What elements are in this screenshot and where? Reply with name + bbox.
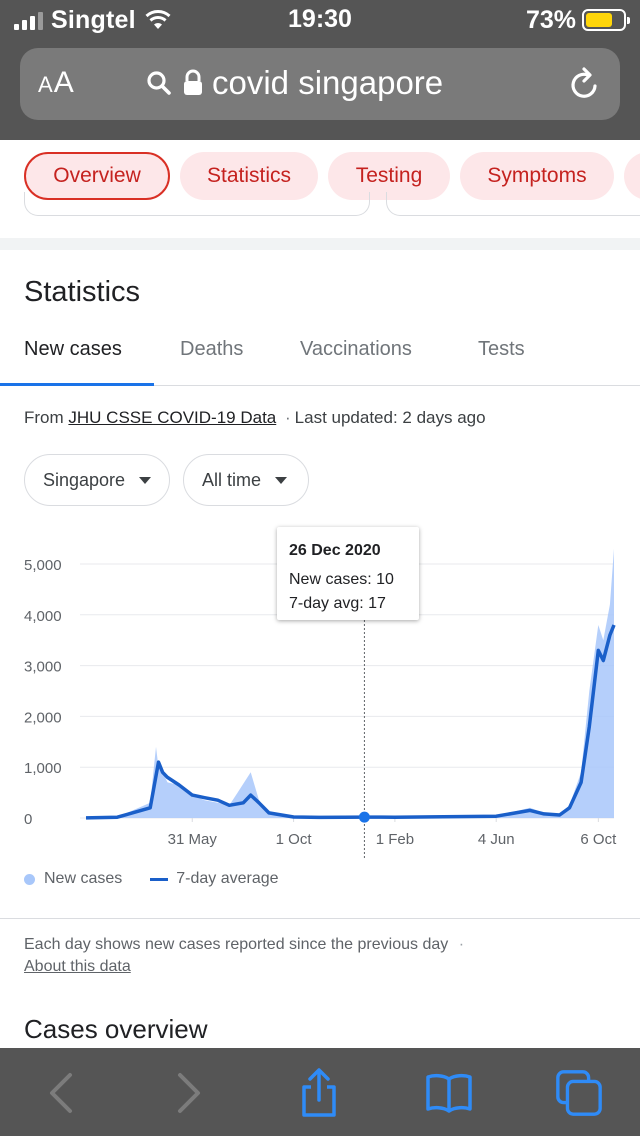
- x-tick-label: 4 Jun: [478, 831, 515, 848]
- url-display[interactable]: covid singapore: [146, 64, 443, 102]
- y-tick-label: 4,000: [24, 608, 62, 625]
- browser-toolbar: [0, 1048, 640, 1136]
- status-right: 73%: [525, 5, 630, 34]
- last-updated: Last updated: 2 days ago: [294, 408, 486, 427]
- chevron-left-icon: [50, 1073, 72, 1113]
- chip-symptoms[interactable]: Symptoms: [460, 152, 614, 200]
- tab-new-cases[interactable]: New cases: [24, 338, 122, 360]
- back-button[interactable]: [36, 1068, 86, 1118]
- chevron-down-icon: [275, 476, 288, 484]
- region-dropdown[interactable]: Singapore: [24, 454, 170, 506]
- tab-deaths[interactable]: Deaths: [180, 338, 244, 360]
- tab-tests[interactable]: Tests: [478, 338, 525, 360]
- statistics-heading: Statistics: [24, 276, 141, 308]
- y-tick-label: 0: [24, 811, 32, 828]
- source-prefix: From: [24, 408, 64, 427]
- url-text: covid singapore: [212, 64, 444, 101]
- x-tick-label: 6 Oct: [580, 831, 617, 848]
- chart-svg[interactable]: 0 1,000 2,000 3,000 4,000 5,000 31 May 1 Oct 1 F…: [0, 520, 640, 880]
- tabs-button[interactable]: [554, 1068, 604, 1118]
- x-tick-label: 1 Oct: [276, 831, 313, 848]
- lock-icon: [184, 69, 202, 95]
- chip-more[interactable]: [624, 152, 640, 200]
- scrolled-cards-edge: [0, 192, 640, 220]
- tabs-icon: [556, 1070, 602, 1116]
- status-left: Singtel: [14, 6, 172, 34]
- range-dropdown[interactable]: All time: [183, 454, 309, 506]
- card-edge-left: [24, 192, 370, 216]
- bookmarks-button[interactable]: [424, 1068, 474, 1118]
- battery-icon: [582, 9, 630, 31]
- data-source-line: From JHU CSSE COVID-19 Data · Last update…: [24, 408, 486, 428]
- chip-statistics[interactable]: Statistics: [180, 152, 318, 200]
- card-edge-right: [386, 192, 640, 216]
- note-text: Each day shows new cases reported since …: [24, 936, 449, 953]
- status-time: 19:30: [288, 5, 352, 33]
- hover-point: [358, 811, 370, 823]
- y-tick-label: 5,000: [24, 557, 62, 574]
- battery-percent: 73%: [525, 5, 576, 34]
- x-tick-label: 1 Feb: [376, 831, 414, 848]
- forward-button[interactable]: [164, 1068, 214, 1118]
- source-link[interactable]: JHU CSSE COVID-19 Data: [68, 408, 277, 427]
- chevron-right-icon: [178, 1073, 200, 1113]
- share-button[interactable]: [294, 1068, 344, 1118]
- legend-new-cases-swatch: [24, 873, 35, 885]
- card-separator: [0, 918, 640, 919]
- x-tick-label: 31 May: [168, 831, 218, 848]
- tooltip-date: 26 Dec 2020: [289, 542, 381, 559]
- region-value: Singapore: [43, 469, 126, 490]
- status-bar: Singtel 19:30 73%: [0, 0, 640, 40]
- chip-overview[interactable]: Overview: [24, 152, 170, 200]
- reload-icon[interactable]: [568, 66, 602, 102]
- legend-avg: 7-day average: [176, 870, 279, 887]
- wifi-icon: [145, 10, 171, 29]
- cell-signal-icon: [14, 10, 43, 30]
- text-size-button[interactable]: AA: [38, 66, 75, 99]
- source-separator: ·: [284, 408, 291, 427]
- search-icon: [147, 71, 171, 95]
- y-tick-label: 2,000: [24, 709, 62, 726]
- carrier-name: Singtel: [51, 5, 136, 34]
- legend-new-cases: New cases: [44, 870, 123, 887]
- note-separator: ·: [458, 936, 465, 953]
- y-tick-label: 3,000: [24, 659, 62, 676]
- book-icon: [426, 1073, 472, 1113]
- data-note: Each day shows new cases reported since …: [24, 934, 624, 978]
- about-data-link[interactable]: About this data: [24, 958, 131, 975]
- cases-overview-heading: Cases overview: [24, 1014, 208, 1044]
- avg-line: [85, 624, 616, 820]
- tooltip-new-cases: New cases: 10: [289, 571, 394, 588]
- stat-tabs: New cases Deaths Vaccinations Tests: [0, 322, 640, 386]
- section-divider: [0, 238, 640, 250]
- tooltip-avg: 7-day avg: 17: [289, 595, 386, 612]
- active-tab-indicator: [0, 383, 154, 386]
- chart-tooltip: 26 Dec 2020 New cases: 10 7-day avg: 17: [277, 527, 419, 620]
- cases-chart[interactable]: 0 1,000 2,000 3,000 4,000 5,000 31 May 1 Oct 1 F…: [0, 520, 640, 880]
- address-bar[interactable]: AA covid singapore: [20, 48, 620, 120]
- topic-chips: Overview Statistics Testing Symptoms: [0, 140, 640, 212]
- range-value: All time: [202, 469, 262, 490]
- legend-avg-swatch: [150, 877, 169, 881]
- tab-vaccinations[interactable]: Vaccinations: [300, 338, 412, 360]
- share-icon: [302, 1068, 336, 1117]
- browser-top-chrome: Singtel 19:30 73% AA: [0, 0, 640, 140]
- y-tick-label: 1,000: [24, 760, 62, 777]
- chevron-down-icon: [139, 476, 152, 484]
- chart-legend: New cases 7-day average: [24, 870, 279, 888]
